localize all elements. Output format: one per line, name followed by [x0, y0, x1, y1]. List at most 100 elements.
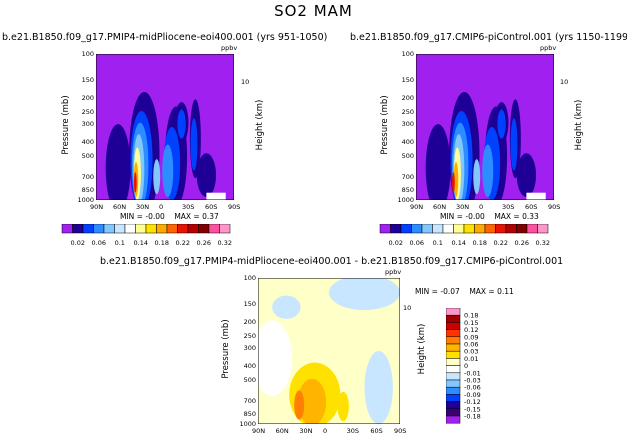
panel3-colorbar-label: 0.03 — [464, 348, 478, 356]
panel3-x-tick: 90S — [394, 427, 407, 435]
panel3-colorbar-label: 0.18 — [464, 312, 478, 320]
panel2-colorbar-swatch — [463, 224, 475, 234]
panel3-colorbar-swatch — [446, 308, 461, 316]
panel2-plot — [416, 54, 554, 200]
panel1-colorbar: 0.02 0.06 0.1 0.14 0.18 0.22 0.26 0.32 — [61, 224, 232, 247]
panel2-title: b.e21.B1850.f09_g17.CMIP6-piControl.001 … — [350, 32, 627, 43]
panel2-min-label: MIN = — [440, 212, 463, 221]
panel1-min-value: -0.00 — [145, 212, 165, 221]
panel3-colorbar-label: 0.12 — [464, 326, 478, 334]
panel1-x-tick: 60N — [113, 203, 127, 211]
panel2-x-tick: 90N — [410, 203, 424, 211]
panel2-units: ppbv — [540, 44, 557, 52]
panel2-colorbar-swatch — [390, 224, 402, 234]
panel3-x-tick: 0 — [323, 427, 328, 435]
panel2-x-tick: 0 — [479, 203, 484, 211]
panel3-colorbar-swatch — [446, 365, 461, 374]
panel3-y-tick: 1000 — [239, 420, 256, 428]
panel3-x-ticks: 90N 60N 30N 0 30S 60S 90S — [248, 427, 410, 437]
panel2-y-ticks: 100 150 200 250 300 400 500 700 850 1000 — [380, 50, 414, 204]
panel1-colorbar-label: 0.1 — [115, 239, 125, 247]
panel1-title: b.e21.B1850.f09_g17.PMIP4-midPliocene-eo… — [2, 32, 328, 43]
panel3-colorbar-swatch — [446, 372, 461, 381]
panel3-colorbar-label: -0.03 — [464, 377, 481, 385]
panel2-colorbar-swatch — [442, 224, 454, 234]
panel2-y-tick: 100 — [401, 50, 414, 58]
panel3-colorbar-label: 0.01 — [464, 355, 478, 363]
panel1-colorbar-label: 0.02 — [71, 239, 85, 247]
panel1-contour-region — [196, 153, 217, 198]
panel2-x-tick: 30N — [456, 203, 470, 211]
panel1-y-tick: 850 — [81, 185, 94, 194]
panel1-colorbar-swatch — [61, 224, 73, 234]
panel3-colorbar-label: -0.15 — [464, 405, 481, 413]
panel2-max-value: 0.33 — [522, 212, 539, 221]
panel2-min-value: -0.00 — [465, 212, 485, 221]
panel2-colorbar-label: 0.14 — [452, 239, 466, 247]
figure-title: SO2 MAM — [274, 2, 353, 20]
panel2-colorbar-swatch — [505, 224, 517, 234]
panel2-x-tick: 30S — [502, 203, 515, 211]
panel1-contour-region — [177, 109, 186, 139]
panel1-y-tick: 300 — [81, 119, 94, 128]
panel2-y-tick: 850 — [401, 185, 414, 194]
panel1-right-tick: 10 — [241, 78, 250, 86]
panel2-y-tick: 200 — [401, 93, 414, 102]
panel2-colorbar-swatch — [495, 224, 507, 234]
panel1-x-ticks: 90N 60N 30N 0 30S 60S 90S — [86, 203, 244, 213]
panel3-max-value: 0.11 — [497, 287, 514, 296]
panel3-units: ppbv — [385, 268, 402, 276]
panel2-colorbar-swatch — [411, 224, 423, 234]
panel1-contour-region — [153, 159, 161, 195]
panel1-x-tick: 30S — [182, 203, 195, 211]
panel2-y-tick: 500 — [401, 152, 414, 161]
panel1-y-tick: 1000 — [77, 196, 94, 204]
panel1-colorbar-swatch — [166, 224, 178, 234]
panel3-title: b.e21.B1850.f09_g17.PMIP4-midPliocene-eo… — [100, 256, 564, 267]
panel2-colorbar-swatch — [421, 224, 433, 234]
panel2-x-ticks: 90N 60N 30N 0 30S 60S 90S — [406, 203, 564, 213]
panel3-colorbar-swatch — [446, 336, 461, 345]
panel2-y-tick: 700 — [401, 173, 414, 182]
panel2-colorbar-label: 0.26 — [515, 239, 529, 247]
panel3-y-ticks: 100 150 200 250 300 400 500 700 850 1000 — [222, 274, 256, 428]
panel3-max-label: MAX = — [469, 287, 495, 296]
panel2-colorbar-swatch — [400, 224, 412, 234]
panel1-colorbar-swatch — [135, 224, 147, 234]
panel1-y-tick: 700 — [81, 173, 94, 182]
panel1-colorbar-label: 0.06 — [92, 239, 106, 247]
panel2-colorbar-swatch — [474, 224, 486, 234]
panel3-colorbar: 0.180.150.120.090.060.030.010-0.01-0.03-… — [446, 308, 481, 424]
panel1-colorbar-swatch — [82, 224, 94, 234]
panel1-max-label: MAX = — [174, 212, 200, 221]
panel2-colorbar: 0.02 0.06 0.1 0.14 0.18 0.22 0.26 0.32 — [379, 224, 550, 247]
panel1-ylabel-right: Height (km) — [255, 99, 265, 151]
panel3-min-value: -0.07 — [440, 287, 460, 296]
panel1-colorbar-swatch — [208, 224, 220, 234]
panel3-ylabel: Pressure (mb) — [221, 319, 231, 379]
panel3-contour-region — [337, 391, 349, 422]
panel2-contour-region — [425, 124, 451, 200]
panel3-y-tick: 850 — [243, 409, 256, 418]
panel3-colorbar-swatch — [446, 379, 461, 388]
panel1-colorbar-label: 0.32 — [218, 239, 232, 247]
panel2-stats: MIN = -0.00 MAX = 0.33 — [440, 212, 539, 221]
panel1-x-tick: 0 — [159, 203, 164, 211]
panel3-x-tick: 60S — [370, 427, 383, 435]
panel3-contour-region — [364, 351, 393, 424]
panel1-contour-region — [190, 118, 198, 171]
panel1-min-label: MIN = — [120, 212, 143, 221]
panel3-colorbar-swatch — [446, 322, 461, 330]
panel1-colorbar-swatch — [145, 224, 157, 234]
panel2-colorbar-label: 0.18 — [473, 239, 487, 247]
panel1-contour-region — [105, 124, 131, 200]
panel3-contour-region — [294, 390, 305, 420]
panel3-stats: MIN = -0.07 MAX = 0.11 — [415, 287, 514, 296]
panel3-colorbar-swatch — [446, 358, 461, 366]
panel3-y-tick: 400 — [243, 361, 256, 370]
panel2-y-tick: 150 — [401, 75, 414, 84]
panel2-x-tick: 90S — [548, 203, 561, 211]
panel3-y-tick: 150 — [243, 299, 256, 308]
panel1-y-tick: 150 — [81, 75, 94, 84]
panel1-colorbar-label: 0.18 — [155, 239, 169, 247]
